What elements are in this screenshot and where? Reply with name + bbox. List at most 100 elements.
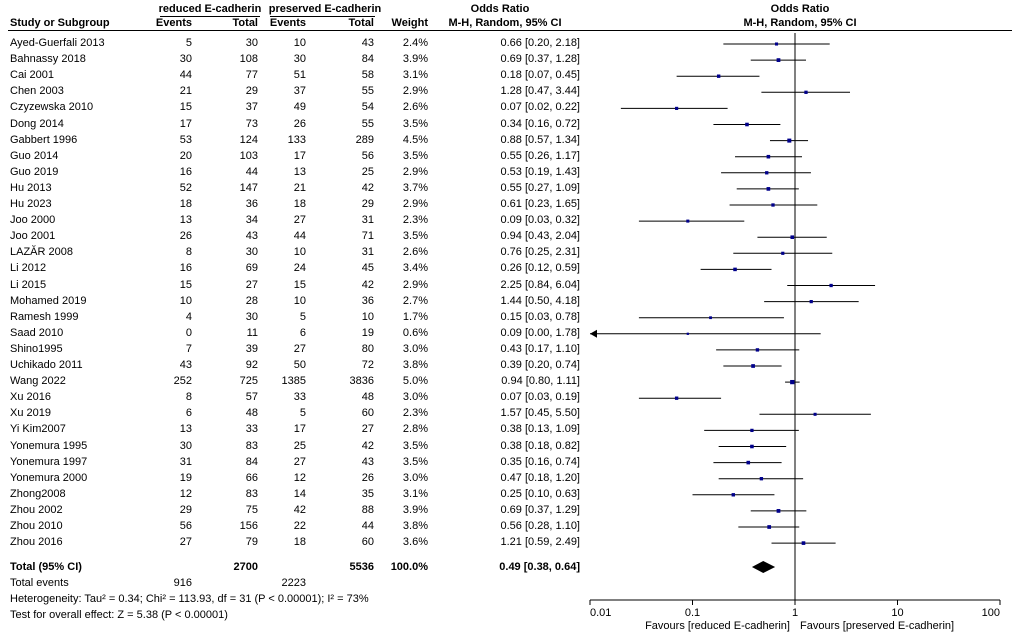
ci-cell: 2.25 [0.84, 6.04] xyxy=(500,278,580,291)
ci-cell: 0.69 [0.37, 1.28] xyxy=(500,53,580,66)
events2-cell: 24 xyxy=(293,262,306,275)
total2-cell: 25 xyxy=(361,165,374,178)
total2-cell: 55 xyxy=(361,117,374,130)
weight-cell: 2.4% xyxy=(402,37,428,49)
total2-cell: 71 xyxy=(361,230,374,243)
point-estimate xyxy=(751,364,755,368)
weight-cell: 3.6% xyxy=(402,536,428,549)
study-column-header: Study or Subgroup xyxy=(10,17,110,29)
point-estimate xyxy=(790,235,795,239)
total1-cell: 27 xyxy=(245,278,258,291)
total2-cell: 289 xyxy=(355,133,374,146)
events2-cell: 33 xyxy=(293,391,306,404)
study-name: Ayed-Guerfali 2013 xyxy=(10,37,105,49)
events1-cell: 30 xyxy=(179,53,192,66)
point-estimate xyxy=(809,299,813,304)
events1-cell: 18 xyxy=(179,198,192,210)
total2-cell: 44 xyxy=(361,520,374,532)
total1-cell: 44 xyxy=(245,165,258,178)
events2-cell: 12 xyxy=(293,471,306,484)
ci-cell: 0.07 [0.03, 0.19] xyxy=(500,391,580,404)
pooled-diamond xyxy=(751,561,776,573)
point-estimate xyxy=(686,219,690,223)
point-estimate xyxy=(686,332,689,335)
events2-cell: 25 xyxy=(293,439,306,452)
ci-cell: 0.53 [0.19, 1.43] xyxy=(500,165,580,178)
events2-cell: 44 xyxy=(293,230,306,243)
total2-cell: 10 xyxy=(361,310,374,323)
weight-cell: 2.7% xyxy=(402,294,428,307)
total2-cell: 43 xyxy=(361,455,374,468)
ci-cell: 0.07 [0.02, 0.22] xyxy=(500,101,580,114)
x-tick-label: 10 xyxy=(891,607,903,619)
events1-cell: 43 xyxy=(179,359,192,371)
ci-cell: 0.34 [0.16, 0.72] xyxy=(500,117,580,130)
events2-cell: 133 xyxy=(287,133,306,146)
total1-cell: 108 xyxy=(239,53,258,66)
total1-cell: 39 xyxy=(245,342,258,355)
point-estimate xyxy=(766,187,771,191)
total1-cell: 30 xyxy=(245,37,258,49)
ci-cell: 0.38 [0.13, 1.09] xyxy=(500,423,580,436)
ci-cell: 0.15 [0.03, 0.78] xyxy=(500,310,580,323)
ci-cell: 0.56 [0.28, 1.10] xyxy=(500,520,580,532)
weight-cell: 3.9% xyxy=(402,503,428,516)
events2-cell: 21 xyxy=(293,181,306,194)
weight-cell: 3.8% xyxy=(402,520,428,532)
total2-cell: 31 xyxy=(361,214,374,227)
ci-cell: 0.55 [0.27, 1.09] xyxy=(500,181,580,194)
events2-cell: 17 xyxy=(293,423,306,436)
events1-cell: 53 xyxy=(179,133,192,146)
weight-cell: 2.9% xyxy=(402,165,428,178)
weight-cell: 2.9% xyxy=(402,198,428,210)
study-name: Uchikado 2011 xyxy=(10,359,83,371)
weight-column-header: Weight xyxy=(391,17,428,29)
events1-cell: 252 xyxy=(173,375,192,388)
study-name: Wang 2022 xyxy=(10,375,66,388)
total1-cell: 156 xyxy=(239,520,258,532)
point-estimate xyxy=(776,509,781,513)
study-name: Xu 2016 xyxy=(10,391,51,404)
study-name: Hu 2013 xyxy=(10,181,52,194)
study-name: Yonemura 2000 xyxy=(10,471,88,484)
total1-cell: 48 xyxy=(245,407,258,420)
weight-cell: 3.5% xyxy=(402,439,428,452)
events1-column-header: Events xyxy=(155,17,192,29)
events2-cell: 6 xyxy=(299,326,306,339)
events1-cell: 26 xyxy=(179,230,192,243)
weight-cell: 3.7% xyxy=(402,181,428,194)
events2-cell: 49 xyxy=(293,101,306,114)
total1-cell: 28 xyxy=(245,294,258,307)
events2-cell: 10 xyxy=(293,37,306,49)
events2-cell: 26 xyxy=(293,117,306,130)
total2-cell: 35 xyxy=(361,487,374,500)
events2-cell: 42 xyxy=(293,503,306,516)
study-name: Dong 2014 xyxy=(10,117,64,130)
study-name: Joo 2001 xyxy=(10,230,56,243)
pooled-ci-text: 0.49 [0.38, 0.64] xyxy=(499,561,580,573)
total1-cell: 77 xyxy=(245,69,258,82)
ci-arrow xyxy=(590,329,597,338)
weight-cell: 3.8% xyxy=(402,359,428,371)
point-estimate xyxy=(733,267,737,272)
events1-cell: 27 xyxy=(179,536,192,549)
ci-cell: 0.61 [0.23, 1.65] xyxy=(500,198,580,210)
point-estimate xyxy=(674,396,679,400)
study-name: Zhong2008 xyxy=(10,487,66,500)
point-estimate xyxy=(804,90,808,94)
ci-cell: 0.18 [0.07, 0.45] xyxy=(500,69,580,82)
total1-cell: 37 xyxy=(245,101,258,114)
events2-cell: 17 xyxy=(293,149,306,162)
point-estimate xyxy=(675,106,679,110)
total1-cell: 11 xyxy=(246,326,258,339)
study-name: Yi Kim2007 xyxy=(10,423,66,436)
study-name: Li 2012 xyxy=(10,262,47,275)
ci-cell: 0.25 [0.10, 0.63] xyxy=(500,487,580,500)
ci-cell: 0.43 [0.17, 1.10] xyxy=(500,342,580,355)
weight-cell: 2.9% xyxy=(402,278,428,291)
ci-cell: 0.76 [0.25, 2.31] xyxy=(500,246,580,259)
events1-cell: 52 xyxy=(179,181,192,194)
odds-ratio-table-header: Odds Ratio xyxy=(470,3,530,15)
overall-effect-text: Test for overall effect: Z = 5.38 (P < 0… xyxy=(10,609,228,621)
